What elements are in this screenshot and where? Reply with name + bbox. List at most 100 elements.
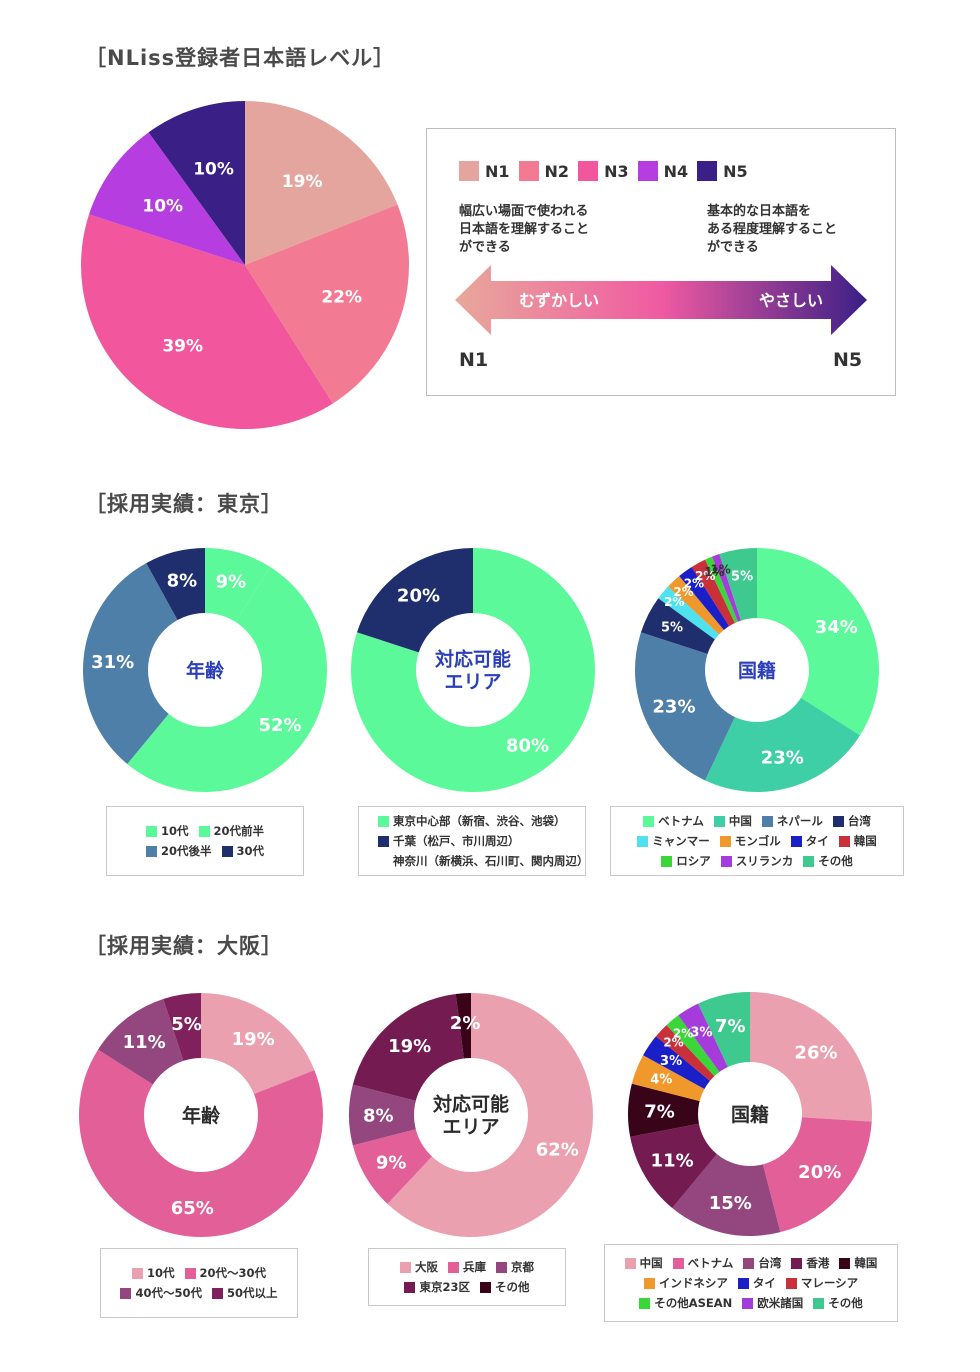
data-label-osaka_nationality-0: 26%	[794, 1043, 837, 1064]
donut-hole	[698, 1062, 802, 1166]
data-label-osaka_age-0: 19%	[232, 1029, 275, 1050]
arrow-end-left: N1	[459, 349, 489, 371]
legend-swatch	[624, 1257, 636, 1269]
legend-item: 千葉（松戸、市川周辺）	[378, 833, 574, 849]
tokyo-nationality-legend: ベトナム 中国 ネパール 台湾 ミャンマー モンゴル タイ 韓国 ロシア スリランカ その他	[610, 806, 904, 876]
data-label-tokyo_nationality-3: 5%	[661, 620, 683, 635]
data-label-level-2: 39%	[162, 336, 203, 356]
legend-swatch	[743, 1257, 755, 1269]
legend-swatch	[839, 1257, 851, 1269]
legend-label: ベトナム	[658, 814, 704, 828]
legend-item: 40代〜50代	[120, 1285, 202, 1301]
level-legend-label: N3	[604, 161, 629, 181]
data-label-tokyo_area-0: 80%	[506, 736, 549, 757]
legend-label: 40代〜50代	[135, 1286, 202, 1300]
legend-swatch	[184, 1267, 196, 1279]
data-label-osaka_nationality-9: 3%	[690, 1026, 712, 1041]
legend-swatch	[145, 845, 157, 857]
data-label-osaka_nationality-5: 4%	[650, 1073, 672, 1088]
legend-swatch	[713, 815, 725, 827]
legend-item: 韓国	[838, 833, 877, 849]
legend-item: 20代前半	[198, 823, 264, 839]
center-label-tokyo_area: 対応可能	[434, 647, 511, 670]
legend-label: 10代	[146, 1266, 175, 1280]
data-label-tokyo_age-2: 31%	[91, 652, 134, 673]
level-legend-item: N1	[459, 161, 510, 181]
level-legend-label: N4	[663, 161, 689, 181]
legend-label: ミャンマー	[652, 834, 710, 848]
legend-swatch	[480, 1281, 491, 1293]
legend-label: 台湾	[758, 1256, 782, 1270]
legend-swatch	[404, 1281, 416, 1293]
tokyo-area-legend: 東京中心部（新宿、渋谷、池袋） 千葉（松戸、市川周辺） 神奈川（新横浜、石川町、関内…	[358, 806, 589, 876]
legend-swatch	[378, 815, 389, 827]
data-label-tokyo_nationality-6: 2%	[684, 576, 704, 590]
legend-label: 兵庫	[463, 1260, 486, 1274]
legend-label: ロシア	[676, 854, 711, 868]
legend-label: 神奈川（新横浜、石川町、関内周辺）	[393, 854, 589, 868]
legend-item: ベトナム	[643, 813, 704, 829]
legend-label: ベトナム	[687, 1256, 734, 1270]
legend-swatch	[496, 1261, 507, 1273]
legend-swatch	[720, 855, 732, 867]
legend-swatch	[639, 1297, 651, 1309]
legend-swatch	[661, 855, 673, 867]
level-desc-easy: 基本的な日本語を ある程度理解すること ができる	[707, 204, 838, 255]
data-label-tokyo_age-3: 8%	[167, 571, 198, 592]
data-label-level-3: 10%	[142, 196, 183, 216]
legend-label: 中国	[639, 1256, 663, 1270]
data-label-osaka_age-3: 5%	[171, 1014, 202, 1035]
legend-swatch	[145, 825, 157, 837]
data-label-tokyo_nationality-8: 1%	[704, 565, 724, 579]
osaka-nationality-donut: 26%20%15%11%7%4%3%2%2%3% 7%国籍	[627, 992, 873, 1237]
legend-label: 東京23区	[419, 1280, 470, 1294]
slice-level-0	[245, 101, 398, 265]
legend-item: 10代	[145, 823, 189, 839]
slice-osaka_nationality-4	[627, 1083, 750, 1137]
donut-hole	[144, 1058, 258, 1172]
data-label-tokyo_nationality-0: 34%	[815, 617, 858, 638]
legend-item: 兵庫	[448, 1259, 486, 1275]
legend-label: 50代以上	[227, 1286, 278, 1300]
center-label-osaka_area: 対応可能	[432, 1092, 509, 1115]
osaka-age-donut: 19% 65% 11%5% 年齢	[78, 993, 323, 1238]
legend-label: タイ	[805, 834, 829, 848]
tokyo-age-legend: 10代 20代前半 20代後半 30代	[106, 806, 304, 876]
legend-item: その他	[480, 1279, 530, 1295]
tokyo-section-title: ［採用実績：東京］	[85, 492, 283, 516]
donut-hole	[705, 618, 809, 722]
legend-item: 台湾	[743, 1255, 781, 1271]
level-legend-swatch	[697, 161, 718, 181]
legend-item: インドネシア	[643, 1275, 728, 1291]
level-legend-swatch	[578, 161, 599, 181]
level-desc-hard: 幅広い場面で使われる 日本語を理解すること ができる	[459, 204, 590, 255]
data-label-tokyo_area-1: 20%	[397, 585, 440, 606]
data-label-osaka_nationality-7: 2%	[663, 1036, 683, 1050]
data-label-level-4: 10%	[193, 159, 234, 179]
legend-swatch	[378, 835, 389, 847]
level-legend-label: N2	[544, 161, 570, 181]
data-label-level-0: 19%	[282, 172, 323, 192]
legend-swatch	[198, 825, 210, 837]
difficulty-arrow: むずかしい やさしい	[455, 265, 867, 335]
level-legend-label: N1	[485, 161, 510, 181]
data-label-tokyo_nationality-10: 5%	[731, 569, 753, 584]
legend-item: その他	[813, 1295, 863, 1311]
legend-item: ミャンマー	[637, 833, 710, 849]
legend-swatch	[637, 835, 649, 847]
slice-tokyo_age-2	[83, 563, 205, 764]
data-label-level-1: 22%	[321, 288, 362, 308]
legend-label: 台湾	[847, 814, 871, 828]
legend-swatch	[838, 835, 850, 847]
level-legend-swatch	[637, 161, 658, 181]
tokyo-nationality-donut: 34%23%23%5%2%2%2%2%1%1%5%国籍	[634, 548, 880, 793]
legend-item: その他ASEAN	[639, 1295, 732, 1311]
tokyo-age-donut: 9% 52% 31% 8% 年齢	[83, 548, 327, 792]
data-label-osaka_area-1: 9%	[376, 1153, 407, 1174]
legend-item: 神奈川（新横浜、石川町、関内周辺）	[378, 853, 589, 869]
legend-swatch	[378, 856, 389, 867]
level-legend-item: N5	[697, 161, 748, 181]
legend-item: 東京中心部（新宿、渋谷、池袋）	[378, 813, 574, 829]
data-label-tokyo_nationality-9: 1%	[710, 562, 730, 576]
legend-label: 韓国	[853, 834, 877, 848]
